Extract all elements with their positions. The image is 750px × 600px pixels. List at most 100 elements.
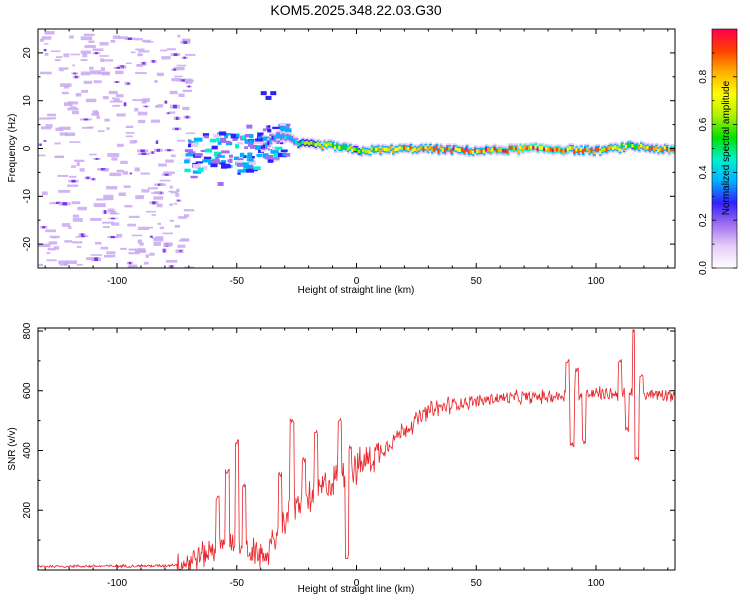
noise-speck [117, 143, 124, 147]
noise-speck-core [151, 151, 154, 154]
carrier-core [446, 146, 450, 151]
carrier-core [618, 147, 622, 152]
noise-speck [58, 67, 69, 70]
signal-cell [202, 159, 211, 163]
noise-speck [88, 40, 95, 43]
carrier-core [648, 147, 652, 151]
carrier-core [385, 147, 389, 152]
spectrogram-xtick-label: -50 [230, 276, 245, 287]
noise-speck [96, 198, 106, 201]
noise-speck [38, 243, 51, 248]
carrier-core [342, 144, 346, 149]
signal-cell [192, 170, 202, 174]
carrier-core [633, 145, 637, 150]
noise-speck [106, 127, 110, 130]
signal-cell [274, 152, 278, 158]
noise-speck [137, 53, 143, 57]
signal-cell [280, 149, 288, 153]
noise-speck [106, 186, 118, 190]
carrier-core [458, 148, 463, 153]
noise-speck [115, 70, 124, 75]
noise-speck [41, 36, 52, 40]
signal-blob [265, 95, 272, 100]
noise-speck [49, 117, 56, 120]
snr-series-line [38, 329, 675, 570]
noise-speck [108, 208, 115, 213]
carrier-core [497, 148, 501, 152]
noise-speck [83, 80, 93, 84]
noise-speck [181, 39, 191, 41]
noise-speck [72, 218, 83, 222]
carrier-core [601, 148, 605, 152]
noise-speck [141, 99, 147, 104]
noise-speck [159, 226, 165, 230]
signal-cell [187, 143, 192, 148]
carrier-core [273, 136, 277, 141]
signal-cell [219, 131, 227, 136]
noise-speck [177, 139, 186, 142]
noise-speck-core [115, 81, 119, 83]
noise-speck [46, 259, 57, 262]
noise-speck-core [127, 82, 130, 85]
carrier-core [650, 146, 655, 150]
noise-speck [109, 172, 122, 177]
carrier-core [584, 147, 588, 151]
carrier-core [402, 146, 407, 150]
noise-speck [103, 254, 116, 258]
signal-blob [260, 91, 267, 96]
signal-cell [283, 153, 291, 157]
carrier-core [543, 147, 547, 152]
signal-cell [247, 152, 253, 156]
noise-speck [112, 97, 116, 100]
signal-cell [233, 156, 240, 161]
noise-speck [137, 239, 143, 244]
carrier-core [433, 147, 437, 151]
carrier-core [374, 147, 379, 152]
carrier-core [635, 144, 639, 149]
spectrogram-xlabel: Height of straight line (km) [298, 285, 415, 296]
noise-speck-core [110, 235, 115, 239]
noise-speck [156, 203, 163, 208]
carrier-core [577, 149, 581, 154]
noise-speck [158, 163, 167, 167]
noise-speck [125, 125, 134, 129]
signal-cell [254, 139, 263, 144]
noise-speck [100, 246, 109, 250]
noise-speck [170, 190, 178, 194]
noise-speck [138, 119, 146, 124]
noise-speck [71, 201, 81, 205]
carrier-core [428, 145, 433, 150]
noise-speck [90, 217, 102, 221]
carrier-core [327, 142, 331, 146]
carrier-core [640, 143, 644, 148]
spectrogram-ylabel: Frequency (Hz) [7, 114, 18, 183]
carrier-core [439, 146, 443, 150]
noise-speck-core [92, 178, 95, 181]
signal-cell [253, 166, 261, 171]
carrier-core [566, 147, 570, 152]
signal-cell [197, 167, 204, 173]
noise-speck [165, 159, 174, 163]
noise-speck-core [164, 100, 167, 104]
carrier-core [515, 146, 519, 151]
signal-cell [220, 160, 227, 165]
noise-speck [142, 98, 150, 101]
carrier-core [280, 135, 284, 139]
noise-speck [177, 244, 186, 248]
signal-cell [237, 157, 244, 161]
noise-speck [154, 80, 158, 83]
noise-speck [75, 93, 82, 97]
carrier-core [310, 140, 314, 145]
carrier-core [370, 146, 374, 151]
signal-cell [211, 145, 218, 150]
noise-speck [67, 184, 79, 187]
signal-cell [246, 155, 253, 159]
carrier-core [331, 143, 336, 147]
noise-speck [147, 187, 158, 190]
noise-speck [69, 141, 81, 143]
noise-speck [93, 80, 102, 84]
noise-speck-core [62, 202, 68, 206]
signal-cell [184, 149, 193, 153]
carrier-core [284, 135, 288, 140]
